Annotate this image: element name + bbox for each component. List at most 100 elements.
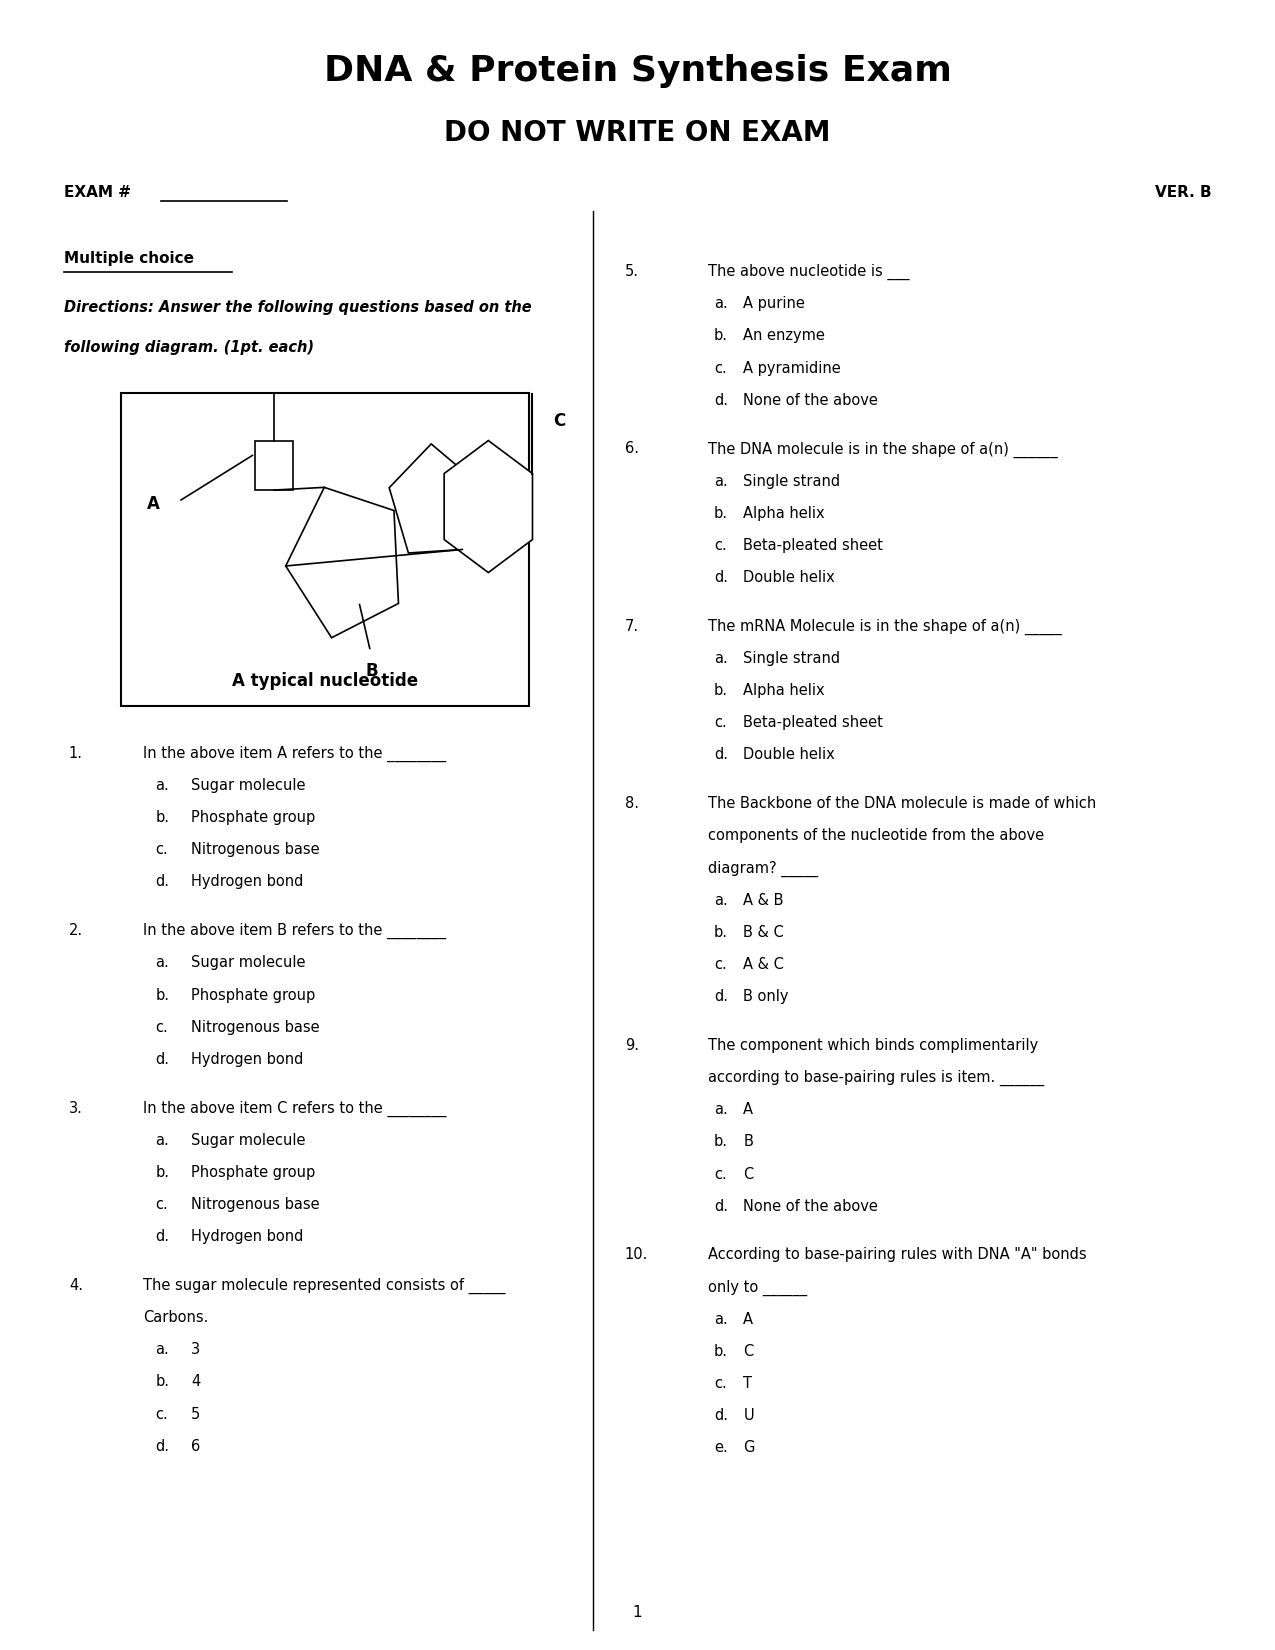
Text: Single strand: Single strand — [743, 650, 840, 667]
Text: b.: b. — [714, 505, 728, 521]
Text: d.: d. — [156, 1053, 170, 1068]
Text: only to ______: only to ______ — [708, 1279, 807, 1295]
Text: c.: c. — [714, 1376, 727, 1391]
Text: b.: b. — [156, 810, 170, 825]
Text: a.: a. — [714, 1102, 728, 1117]
Text: d.: d. — [156, 874, 170, 889]
Text: d.: d. — [156, 1229, 170, 1244]
Polygon shape — [389, 444, 477, 553]
Text: c.: c. — [156, 1020, 168, 1035]
Text: components of the nucleotide from the above: components of the nucleotide from the ab… — [708, 828, 1044, 843]
Text: A & C: A & C — [743, 957, 784, 972]
Text: An enzyme: An enzyme — [743, 328, 825, 343]
Text: diagram? _____: diagram? _____ — [708, 860, 817, 876]
Text: c.: c. — [714, 360, 727, 376]
Text: b.: b. — [714, 1134, 728, 1150]
Polygon shape — [286, 487, 399, 637]
Text: Single strand: Single strand — [743, 474, 840, 488]
Text: e.: e. — [714, 1440, 728, 1455]
Text: B: B — [366, 662, 379, 680]
Text: A pyramidine: A pyramidine — [743, 360, 842, 376]
Text: Beta-pleated sheet: Beta-pleated sheet — [743, 538, 884, 553]
Text: a.: a. — [714, 893, 728, 908]
Text: G: G — [743, 1440, 755, 1455]
Text: The DNA molecule is in the shape of a(n) ______: The DNA molecule is in the shape of a(n)… — [708, 441, 1057, 457]
Text: Phosphate group: Phosphate group — [191, 810, 315, 825]
Text: In the above item A refers to the ________: In the above item A refers to the ______… — [143, 746, 446, 762]
Text: Sugar molecule: Sugar molecule — [191, 777, 306, 794]
Text: a.: a. — [156, 777, 170, 794]
Text: Hydrogen bond: Hydrogen bond — [191, 874, 303, 889]
Text: DO NOT WRITE ON EXAM: DO NOT WRITE ON EXAM — [444, 119, 831, 147]
Text: 7.: 7. — [625, 619, 639, 634]
Text: The Backbone of the DNA molecule is made of which: The Backbone of the DNA molecule is made… — [708, 795, 1096, 812]
Text: a.: a. — [714, 1312, 728, 1327]
Text: d.: d. — [156, 1439, 170, 1454]
Text: b.: b. — [714, 683, 728, 698]
Text: In the above item B refers to the ________: In the above item B refers to the ______… — [143, 924, 446, 939]
Text: a.: a. — [714, 650, 728, 667]
Text: c.: c. — [156, 1406, 168, 1422]
Text: b.: b. — [156, 1374, 170, 1389]
Text: c.: c. — [714, 714, 727, 731]
Text: b.: b. — [714, 924, 728, 940]
Text: None of the above: None of the above — [743, 1198, 878, 1214]
Text: c.: c. — [156, 1198, 168, 1213]
Text: Carbons.: Carbons. — [143, 1310, 208, 1325]
Text: 5.: 5. — [625, 264, 639, 279]
Text: 5: 5 — [191, 1406, 200, 1422]
Text: 1: 1 — [632, 1605, 643, 1620]
Text: c.: c. — [156, 842, 168, 858]
Text: B only: B only — [743, 988, 789, 1005]
Bar — [255, 441, 293, 490]
Text: c.: c. — [714, 1167, 727, 1181]
Text: VER. B: VER. B — [1155, 185, 1211, 200]
Text: 10.: 10. — [625, 1247, 648, 1262]
Text: T: T — [743, 1376, 752, 1391]
Text: 4.: 4. — [69, 1279, 83, 1294]
Text: 3.: 3. — [69, 1101, 83, 1115]
Text: 3: 3 — [191, 1343, 200, 1358]
Text: 6.: 6. — [625, 441, 639, 457]
Text: Hydrogen bond: Hydrogen bond — [191, 1229, 303, 1244]
Text: 8.: 8. — [625, 795, 639, 812]
Text: d.: d. — [714, 393, 728, 408]
Text: Multiple choice: Multiple choice — [64, 251, 194, 266]
Text: b.: b. — [156, 1165, 170, 1180]
Text: The mRNA Molecule is in the shape of a(n) _____: The mRNA Molecule is in the shape of a(n… — [708, 619, 1061, 635]
Text: b.: b. — [714, 328, 728, 343]
Text: B & C: B & C — [743, 924, 784, 940]
Text: According to base-pairing rules with DNA "A" bonds: According to base-pairing rules with DNA… — [708, 1247, 1086, 1262]
Text: Phosphate group: Phosphate group — [191, 987, 315, 1003]
Text: 1.: 1. — [69, 746, 83, 761]
Bar — [121, 393, 529, 706]
Text: B: B — [743, 1134, 754, 1150]
Text: Alpha helix: Alpha helix — [743, 683, 825, 698]
Text: A: A — [743, 1102, 754, 1117]
Text: a.: a. — [156, 1134, 170, 1148]
Text: Nitrogenous base: Nitrogenous base — [191, 1020, 320, 1035]
Text: b.: b. — [714, 1343, 728, 1360]
Text: A: A — [743, 1312, 754, 1327]
Text: A purine: A purine — [743, 297, 806, 312]
Text: Sugar molecule: Sugar molecule — [191, 1134, 306, 1148]
Text: 6: 6 — [191, 1439, 200, 1454]
Text: d.: d. — [714, 1407, 728, 1424]
Text: d.: d. — [714, 569, 728, 586]
Text: a.: a. — [156, 1343, 170, 1358]
Text: c.: c. — [714, 957, 727, 972]
Text: A & B: A & B — [743, 893, 784, 908]
Text: Beta-pleated sheet: Beta-pleated sheet — [743, 714, 884, 731]
Text: d.: d. — [714, 1198, 728, 1214]
Text: following diagram. (1pt. each): following diagram. (1pt. each) — [64, 340, 314, 355]
Text: U: U — [743, 1407, 754, 1424]
Text: 2.: 2. — [69, 924, 83, 939]
Text: EXAM #: EXAM # — [64, 185, 131, 200]
Text: Directions: Answer the following questions based on the: Directions: Answer the following questio… — [64, 300, 532, 315]
Text: C: C — [743, 1343, 754, 1360]
Text: c.: c. — [714, 538, 727, 553]
Text: Phosphate group: Phosphate group — [191, 1165, 315, 1180]
Text: according to base-pairing rules is item. ______: according to base-pairing rules is item.… — [708, 1069, 1044, 1086]
Text: Hydrogen bond: Hydrogen bond — [191, 1053, 303, 1068]
Text: C: C — [553, 412, 565, 429]
